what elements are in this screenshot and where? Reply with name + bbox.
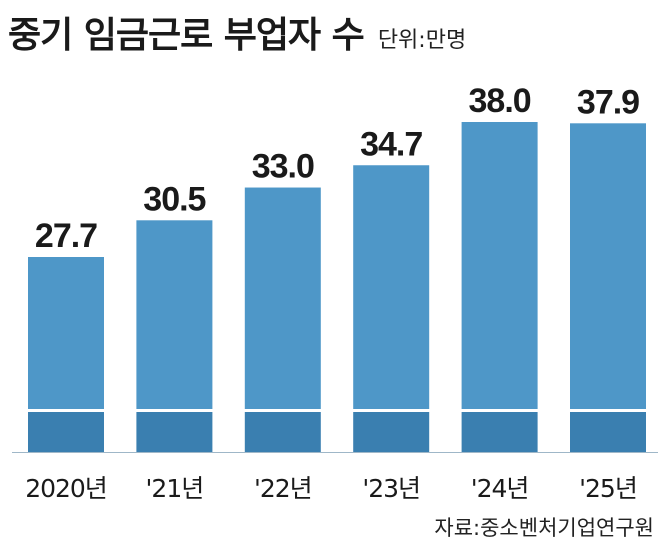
data-label-1: 30.5 — [143, 180, 205, 218]
data-label-0: 27.7 — [35, 217, 97, 255]
chart-header: 중기 임금근로 부업자 수 단위:만명 — [8, 6, 466, 58]
bar-1 — [136, 220, 213, 409]
bar-base-1 — [136, 412, 213, 452]
bar-base-4 — [461, 412, 538, 452]
bar-0 — [28, 257, 104, 409]
unit-label: 단위:만명 — [377, 28, 467, 53]
data-label-4: 38.0 — [469, 82, 531, 120]
x-tick-label-2: '22년 — [254, 474, 312, 503]
source-note: 자료:중소벤처기업연구원 — [434, 516, 654, 540]
bar-5 — [570, 123, 646, 410]
x-tick-label-4: '24년 — [471, 474, 529, 503]
x-tick-label-1: '21년 — [146, 474, 204, 503]
data-label-2: 33.0 — [252, 148, 314, 186]
data-label-5: 37.9 — [577, 83, 639, 121]
chart-title: 중기 임금근로 부업자 수 — [8, 15, 365, 56]
bar-2 — [244, 187, 321, 409]
data-label-3: 34.7 — [360, 125, 422, 163]
bar-base-3 — [353, 412, 430, 452]
bar-4 — [461, 122, 538, 409]
bar-base-5 — [570, 412, 646, 452]
bar-base-0 — [28, 412, 104, 452]
bar-3 — [353, 165, 430, 409]
x-tick-label-3: '23년 — [362, 474, 420, 503]
x-tick-label-5: '25년 — [579, 474, 637, 503]
x-tick-label-0: 2020년 — [25, 474, 107, 503]
bar-base-2 — [244, 412, 321, 452]
